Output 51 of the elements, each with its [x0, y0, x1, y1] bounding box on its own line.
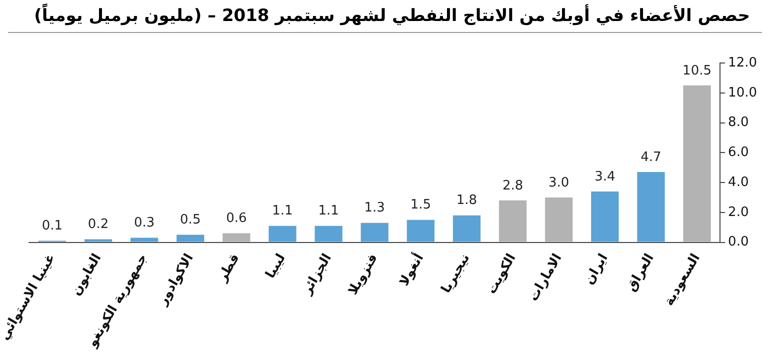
y-tick-label: 0.0 [728, 234, 749, 250]
data-label: 0.3 [134, 216, 155, 231]
bar [314, 226, 342, 242]
x-tick-label: فنزويلا [346, 251, 381, 298]
data-label: 1.3 [364, 200, 385, 216]
data-label: 10.5 [682, 63, 712, 78]
data-label: 0.6 [226, 211, 247, 226]
data-label: 3.0 [548, 175, 570, 190]
bar [406, 220, 434, 242]
data-label: 0.1 [42, 218, 63, 234]
x-tick-label: ايران [582, 251, 612, 288]
y-tick-label: 4.0 [728, 174, 749, 190]
data-label: 1.5 [410, 198, 432, 213]
x-tick-label: أنغولا [395, 250, 428, 289]
data-label: 1.1 [318, 204, 339, 219]
x-tick-label: السعودية [662, 251, 704, 309]
data-label: 1.1 [272, 204, 293, 219]
x-tick-label: الامارات [526, 251, 566, 304]
bar [452, 215, 481, 242]
data-label: 4.7 [640, 150, 662, 165]
y-tick-label: 12.0 [728, 55, 758, 70]
bar [683, 85, 711, 242]
bar [637, 172, 665, 242]
x-tick-label: قطر [214, 251, 243, 286]
data-label: 0.2 [88, 217, 109, 232]
bar [222, 233, 250, 242]
x-tick-label: الجزائر [299, 251, 335, 298]
x-tick-label: العراق [624, 251, 658, 294]
x-tick-label: ليبيا [263, 251, 289, 282]
x-tick-label: نيجيريا [438, 251, 474, 296]
data-label: 0.5 [180, 212, 201, 228]
y-tick-label: 8.0 [728, 115, 749, 130]
y-tick-label: 6.0 [728, 145, 749, 160]
x-tick-label: الغابون [68, 251, 105, 298]
x-tick-label: الاكوادور [155, 251, 197, 309]
y-tick-label: 10.0 [728, 85, 758, 100]
bar [84, 239, 112, 242]
data-label: 1.8 [456, 193, 478, 208]
bar [268, 226, 296, 242]
bar [176, 234, 204, 242]
chart-title: حصص الأعضاء في أوبك من الانتاج النفطي لشهر سبتمبر 2018 – (مليون برميل يومياً) [8, 0, 762, 33]
data-label: 3.4 [594, 169, 616, 184]
x-tick-label: الكويت [484, 251, 520, 297]
bar [591, 191, 619, 242]
bar [360, 222, 388, 242]
x-tick-label: غينيا الاستوائي [0, 251, 59, 343]
y-tick-label: 2.0 [728, 204, 749, 220]
bar [130, 238, 158, 242]
bar [498, 200, 527, 242]
data-label: 2.8 [502, 178, 524, 194]
bar [545, 197, 573, 242]
